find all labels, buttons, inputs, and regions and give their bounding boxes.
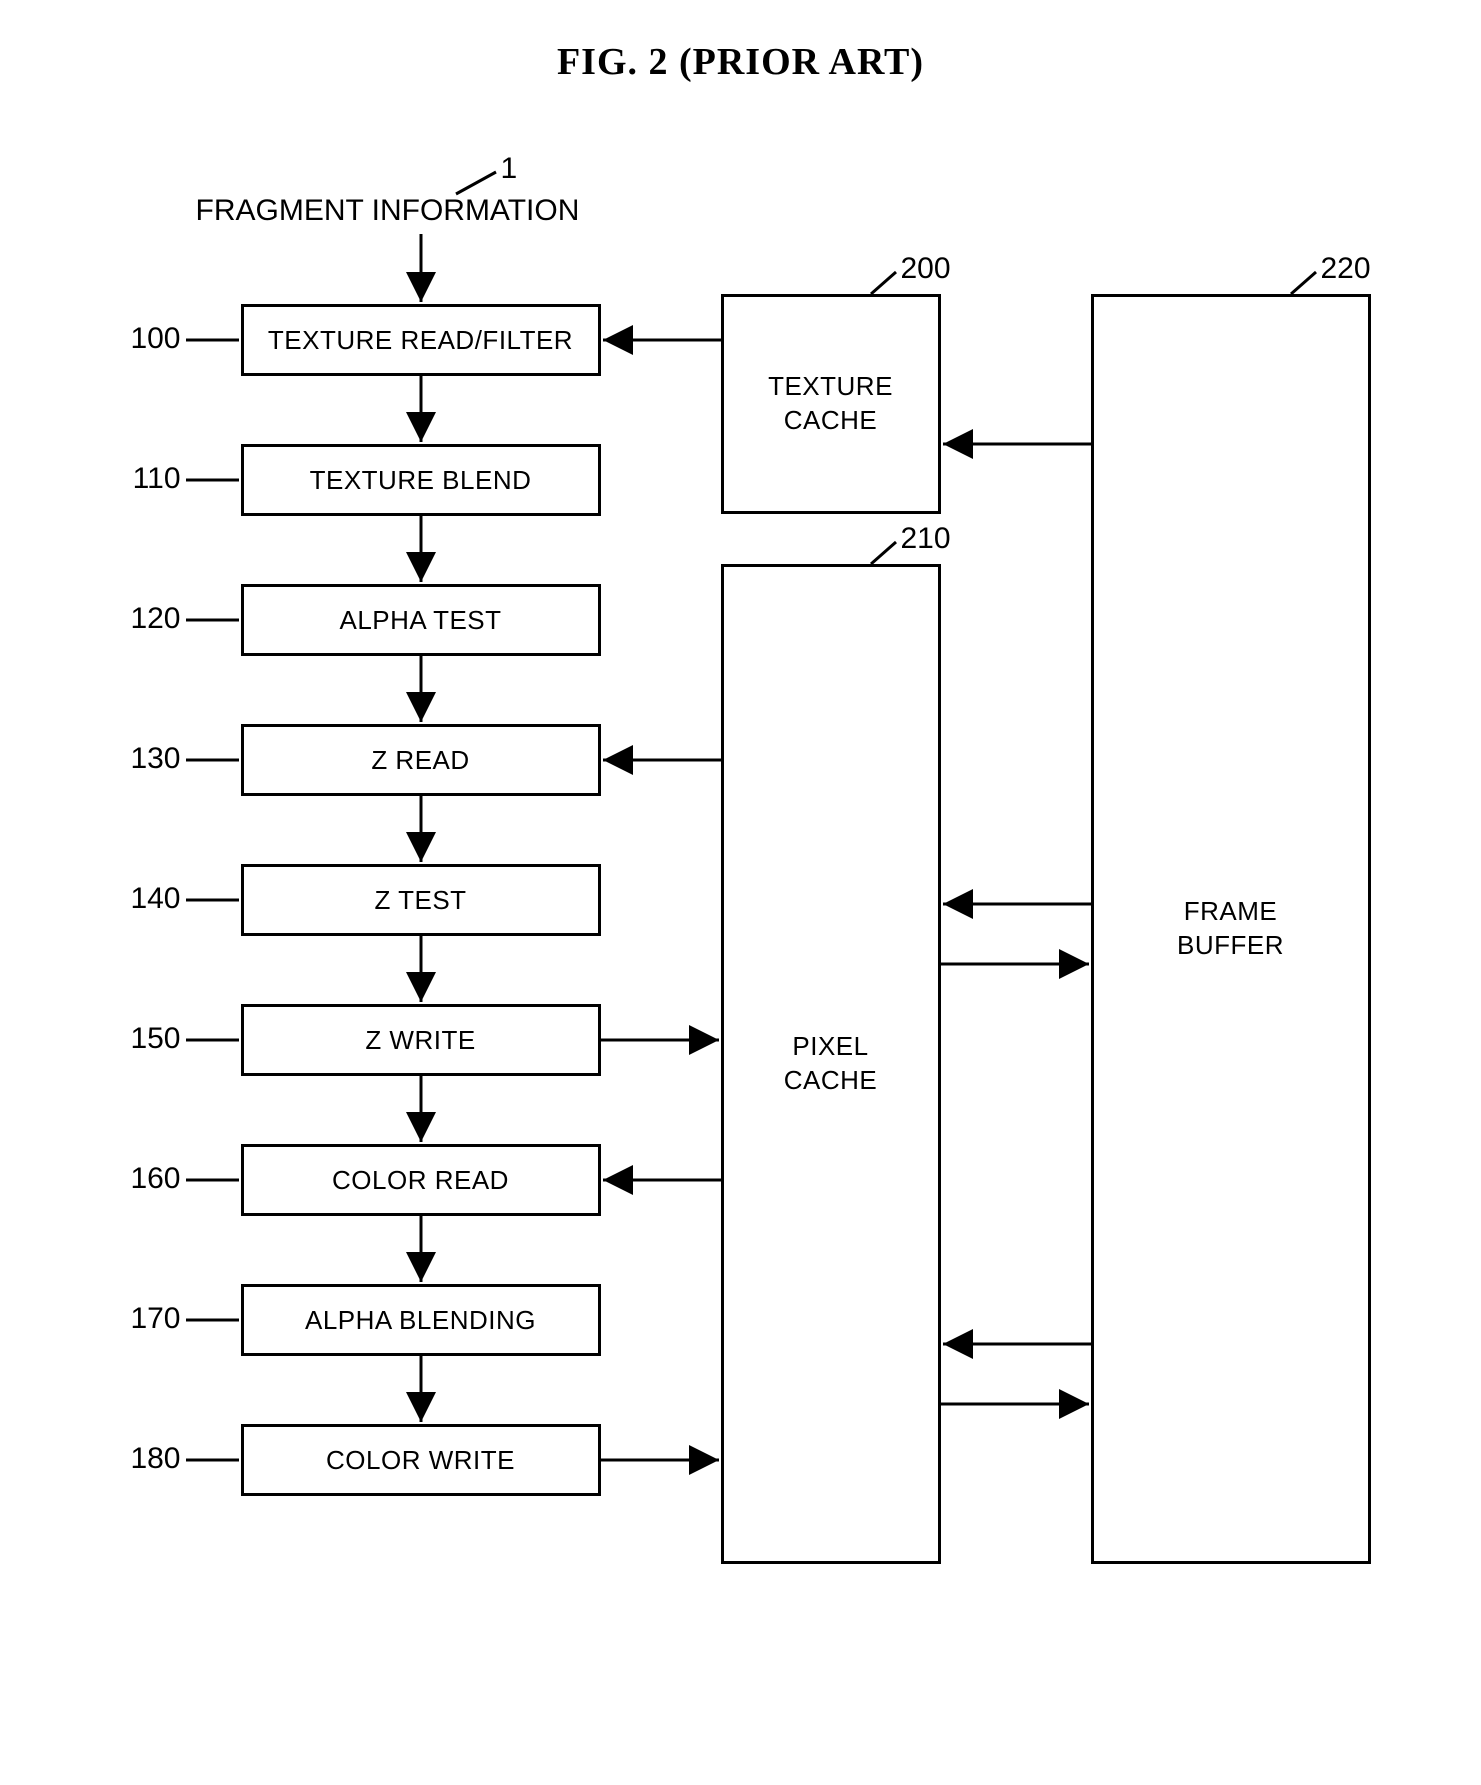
ref-4: 140 — [101, 882, 181, 916]
ref-3: 130 — [101, 742, 181, 776]
texture-cache-text: TEXTURE CACHE — [768, 370, 893, 438]
pipe-box-4: Z TEST — [241, 864, 601, 936]
frame-buffer-box: FRAME BUFFER — [1091, 294, 1371, 1564]
pixel-cache-text: PIXEL CACHE — [784, 1030, 878, 1098]
pipe-box-5: Z WRITE — [241, 1004, 601, 1076]
pipe-text-7: ALPHA BLENDING — [305, 1305, 536, 1336]
pipe-text-2: ALPHA TEST — [339, 605, 501, 636]
pixel-cache-box: PIXEL CACHE — [721, 564, 941, 1564]
pipe-box-6: COLOR READ — [241, 1144, 601, 1216]
frame-buffer-ref: 220 — [1321, 252, 1371, 286]
pipe-box-7: ALPHA BLENDING — [241, 1284, 601, 1356]
ref-8: 180 — [101, 1442, 181, 1476]
pipe-text-6: COLOR READ — [332, 1165, 509, 1196]
pipe-box-3: Z READ — [241, 724, 601, 796]
pipe-text-4: Z TEST — [374, 885, 466, 916]
pipe-text-5: Z WRITE — [365, 1025, 475, 1056]
ref-7: 170 — [101, 1302, 181, 1336]
frame-buffer-text: FRAME BUFFER — [1177, 895, 1284, 963]
ref-1: 110 — [101, 462, 181, 496]
texture-cache-box: TEXTURE CACHE — [721, 294, 941, 514]
input-label: FRAGMENT INFORMATION — [196, 194, 580, 228]
pipe-box-2: ALPHA TEST — [241, 584, 601, 656]
pipe-box-1: TEXTURE BLEND — [241, 444, 601, 516]
ref-0: 100 — [101, 322, 181, 356]
ref-2: 120 — [101, 602, 181, 636]
ref-6: 160 — [101, 1162, 181, 1196]
input-ref: 1 — [501, 152, 518, 186]
pipe-text-3: Z READ — [371, 745, 469, 776]
pipe-text-8: COLOR WRITE — [326, 1445, 515, 1476]
ref-5: 150 — [101, 1022, 181, 1056]
texture-cache-ref: 200 — [901, 252, 951, 286]
pipe-text-0: TEXTURE READ/FILTER — [268, 325, 573, 356]
pipe-text-1: TEXTURE BLEND — [310, 465, 532, 496]
diagram-canvas: FRAGMENT INFORMATION 1 TEXTURE READ/FILT… — [41, 144, 1441, 1644]
pipe-box-8: COLOR WRITE — [241, 1424, 601, 1496]
pipe-box-0: TEXTURE READ/FILTER — [241, 304, 601, 376]
pixel-cache-ref: 210 — [901, 522, 951, 556]
figure-title: FIG. 2 (PRIOR ART) — [40, 40, 1441, 84]
